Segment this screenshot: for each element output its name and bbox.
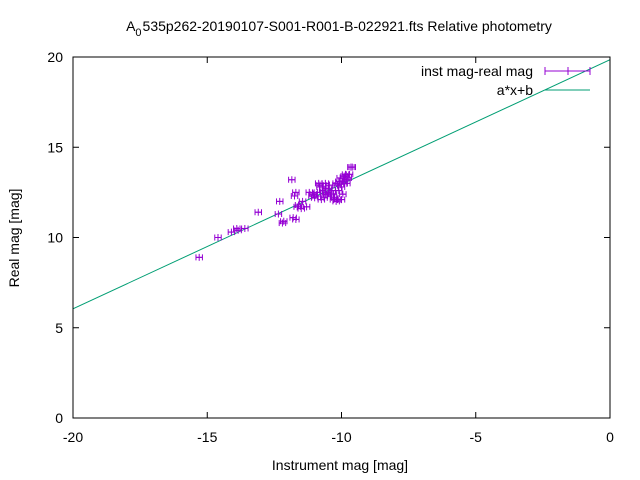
x-tick-label: -15 (197, 429, 217, 445)
chart-title: A0535p262-20190107-S001-R001-B-022921.ft… (126, 18, 552, 39)
y-tick-label: 15 (47, 139, 63, 155)
y-tick-label: 5 (55, 320, 63, 336)
data-point (214, 234, 222, 241)
data-point (195, 253, 203, 261)
data-point (335, 187, 343, 195)
x-tick-label: 0 (606, 429, 614, 445)
data-point (310, 194, 319, 202)
x-tick-label: -5 (470, 429, 483, 445)
data-points-layer (195, 163, 356, 261)
y-axis-label: Real mag [mag] (6, 189, 22, 288)
data-point (302, 203, 311, 211)
data-point (292, 215, 300, 223)
data-point (241, 224, 249, 232)
data-point (324, 185, 332, 193)
legend: inst mag-real mag a*x+b (421, 63, 591, 98)
data-point (313, 188, 322, 196)
axis-ticks: -20 -15 -10 -5 0 0 5 10 15 20 (47, 49, 614, 445)
x-axis-label: Instrument mag [mag] (272, 457, 408, 473)
data-point (298, 197, 307, 205)
data-point (344, 174, 352, 182)
data-point (337, 183, 346, 191)
y-tick-label: 20 (47, 49, 63, 65)
legend-sample-points (544, 67, 591, 75)
data-point (288, 176, 296, 184)
legend-label-points: inst mag-real mag (421, 63, 533, 79)
data-point (335, 178, 343, 186)
data-point (321, 190, 330, 198)
data-point (339, 190, 347, 198)
data-point (316, 181, 324, 189)
data-point (305, 188, 314, 196)
data-point (293, 203, 301, 211)
data-point (234, 226, 242, 234)
y-tick-label: 0 (55, 410, 63, 426)
data-point (292, 188, 300, 196)
legend-label-fit: a*x+b (497, 82, 533, 98)
data-point (348, 163, 356, 171)
data-point (274, 210, 283, 218)
data-point (254, 208, 262, 216)
x-tick-label: -20 (63, 429, 83, 445)
y-tick-label: 10 (47, 230, 63, 246)
data-point (276, 197, 284, 205)
x-tick-label: -10 (331, 429, 351, 445)
data-point (332, 197, 340, 205)
data-point (290, 192, 299, 200)
data-point (345, 170, 354, 178)
data-point (280, 217, 288, 225)
